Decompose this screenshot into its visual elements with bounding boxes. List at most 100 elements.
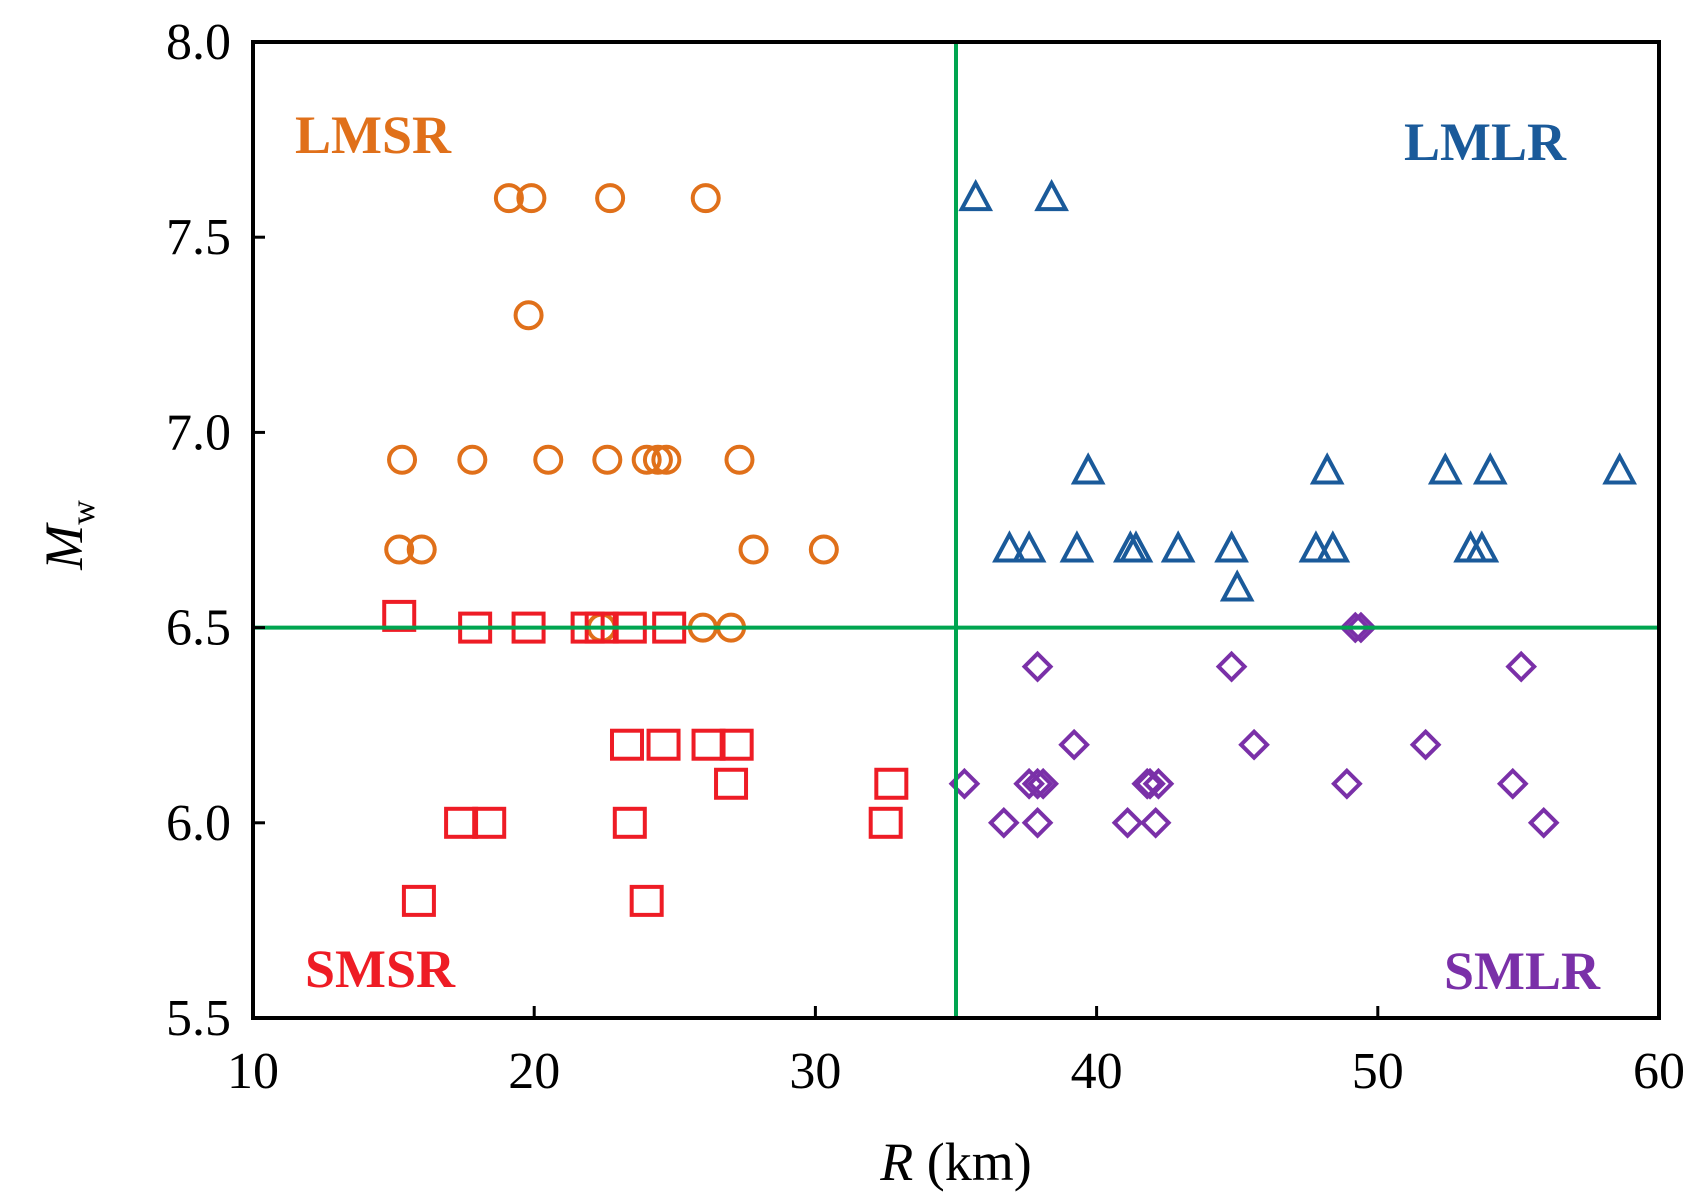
x-tick-label: 10: [227, 1043, 279, 1100]
axis-tick-labels: 10 20 30 40 50 60 5.5 6.0 6.5 7.0 7.5 8.0: [166, 14, 1685, 1100]
data-point-triangle: [1315, 530, 1351, 563]
data-point-square: [719, 728, 754, 761]
data-point-square: [629, 884, 664, 917]
data-point-circle: [384, 534, 415, 565]
data-point-diamond: [1527, 806, 1560, 839]
data-point-diamond: [1021, 806, 1054, 839]
data-point-circle: [457, 444, 488, 475]
y-tick-label: 6.0: [166, 795, 231, 852]
x-tick-label: 30: [789, 1043, 841, 1100]
data-point-circle: [808, 534, 839, 565]
data-point-diamond: [987, 806, 1020, 839]
data-point-circle: [595, 183, 626, 214]
data-point-circle: [738, 534, 769, 565]
axis-ticks: [251, 40, 1661, 1020]
data-point-triangle: [1011, 530, 1047, 563]
series-lmsr: [384, 183, 839, 643]
data-point-triangle: [1034, 178, 1069, 212]
data-point-triangle: [1219, 569, 1255, 602]
data-point-circle: [513, 300, 544, 331]
region-label-lmsr: LMSR: [295, 105, 452, 165]
data-point-diamond: [1021, 767, 1054, 800]
data-point-diamond: [1496, 767, 1529, 800]
region-label-smsr: SMSR: [305, 939, 456, 999]
x-axis-variable: R: [879, 1132, 913, 1192]
data-point-square: [612, 806, 647, 839]
y-tick-label: 6.5: [166, 600, 231, 657]
data-point-square: [401, 884, 436, 917]
data-point-diamond: [1139, 806, 1172, 839]
data-point-triangle: [992, 530, 1027, 563]
data-point-triangle: [1464, 530, 1500, 563]
data-point-circle: [642, 444, 673, 475]
data-point-circle: [592, 444, 623, 475]
data-point-triangle: [1214, 530, 1249, 563]
y-tick-label: 7.5: [166, 209, 231, 266]
data-point-diamond: [1339, 611, 1372, 644]
data-point-circle: [387, 444, 418, 475]
data-point-diamond: [1021, 650, 1054, 683]
x-tick-label: 50: [1352, 1043, 1404, 1100]
plot-area-frame: [251, 40, 1661, 1020]
data-point-diamond: [1134, 767, 1166, 800]
region-label-lmlr: LMLR: [1404, 112, 1567, 172]
data-point-circle: [533, 444, 564, 475]
data-point-square: [382, 599, 417, 632]
data-point-diamond: [1331, 767, 1363, 800]
data-point-circle: [651, 444, 682, 475]
region-labels: LMSR LMLR SMSR SMLR: [295, 105, 1601, 1001]
data-point-triangle: [1059, 530, 1095, 563]
y-axis-variable: M: [34, 522, 94, 571]
y-tick-label: 8.0: [166, 14, 231, 71]
data-point-triangle: [1160, 530, 1196, 563]
series-smlr: [948, 611, 1560, 839]
region-label-smlr: SMLR: [1444, 941, 1601, 1001]
x-tick-label: 20: [508, 1043, 560, 1100]
x-axis-title: R (km): [879, 1132, 1031, 1192]
data-point-circle: [406, 534, 437, 565]
data-point-diamond: [1345, 611, 1377, 644]
series-lmlr: [958, 178, 1637, 602]
data-point-circle: [516, 183, 547, 214]
x-axis-unit: (km): [913, 1132, 1031, 1192]
data-point-square: [691, 728, 726, 761]
data-point-circle: [631, 444, 662, 475]
data-point-triangle: [1309, 452, 1345, 485]
data-point-circle: [690, 183, 721, 214]
data-point-diamond: [1142, 767, 1175, 800]
y-axis-subscript: w: [65, 500, 102, 525]
data-point-diamond: [1027, 767, 1060, 800]
data-point-diamond: [1505, 650, 1538, 683]
data-point-triangle: [1472, 452, 1508, 485]
threshold-lines: [253, 42, 1659, 1018]
series-smsr: [382, 599, 909, 917]
data-point-square: [874, 767, 909, 800]
y-tick-label: 5.5: [166, 990, 231, 1047]
data-point-square: [646, 728, 681, 761]
y-axis-title: Mw: [34, 500, 102, 571]
data-point-diamond: [1058, 728, 1090, 761]
y-tick-label: 7.0: [166, 404, 231, 461]
data-point-square: [868, 806, 903, 839]
data-point-diamond: [1111, 806, 1144, 839]
data-point-diamond: [1013, 767, 1045, 800]
x-tick-label: 40: [1071, 1043, 1123, 1100]
data-point-diamond: [1409, 728, 1442, 761]
data-point-circle: [724, 444, 755, 475]
data-point-square: [714, 767, 749, 800]
data-point-square: [472, 806, 507, 839]
data-point-triangle: [1298, 530, 1334, 563]
data-point-triangle: [1070, 452, 1106, 485]
data-marks: [382, 178, 1637, 917]
data-point-diamond: [1215, 650, 1248, 683]
data-point-diamond: [1238, 728, 1270, 761]
data-point-triangle: [1118, 530, 1154, 563]
data-point-triangle: [958, 178, 994, 212]
data-point-circle: [493, 183, 524, 214]
data-point-square: [444, 806, 479, 839]
data-point-square: [609, 728, 644, 761]
data-point-triangle: [1602, 452, 1637, 485]
x-tick-label: 60: [1633, 1043, 1685, 1100]
data-point-triangle: [1427, 452, 1463, 485]
